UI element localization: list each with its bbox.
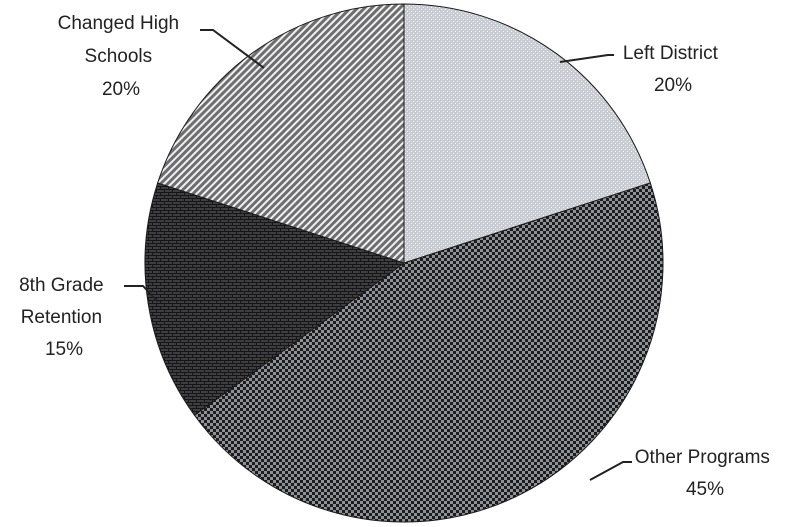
- label-name-line-1: Changed High: [58, 13, 179, 34]
- label-name: Other Programs: [635, 447, 770, 468]
- slice-left-district: [403, 3, 651, 264]
- label-value: 20%: [102, 79, 140, 100]
- label-value: 45%: [686, 479, 724, 500]
- label-value: 15%: [45, 339, 83, 360]
- label-other-programs: Other Programs 45%: [635, 447, 775, 500]
- label-name-line-2: Schools: [85, 46, 153, 67]
- label-value: 20%: [654, 75, 692, 96]
- leader-lines: [124, 29, 632, 481]
- label-name-line-2: Retention: [21, 307, 102, 328]
- leader-line-other-programs: [589, 461, 632, 481]
- slice-changed-high-schools: [157, 3, 405, 264]
- slice-8th-grade-retention: [144, 182, 406, 416]
- label-8th-grade-retention: 8th Grade Retention 15%: [19, 275, 109, 360]
- leader-line-changed-high-schools: [200, 29, 265, 69]
- label-name: Left District: [623, 43, 719, 64]
- label-left-district: Left District 20%: [623, 43, 723, 96]
- slice-labels: Left District 20% Other Programs 45% 8th…: [19, 13, 775, 500]
- pie-slices: [144, 3, 664, 523]
- slice-other-programs: [193, 182, 664, 523]
- leader-line-left-district: [559, 54, 614, 63]
- label-name-line-1: 8th Grade: [19, 275, 104, 296]
- label-changed-high-schools: Changed High Schools 20%: [58, 13, 185, 100]
- leader-line-8th-grade-retention: [124, 285, 159, 303]
